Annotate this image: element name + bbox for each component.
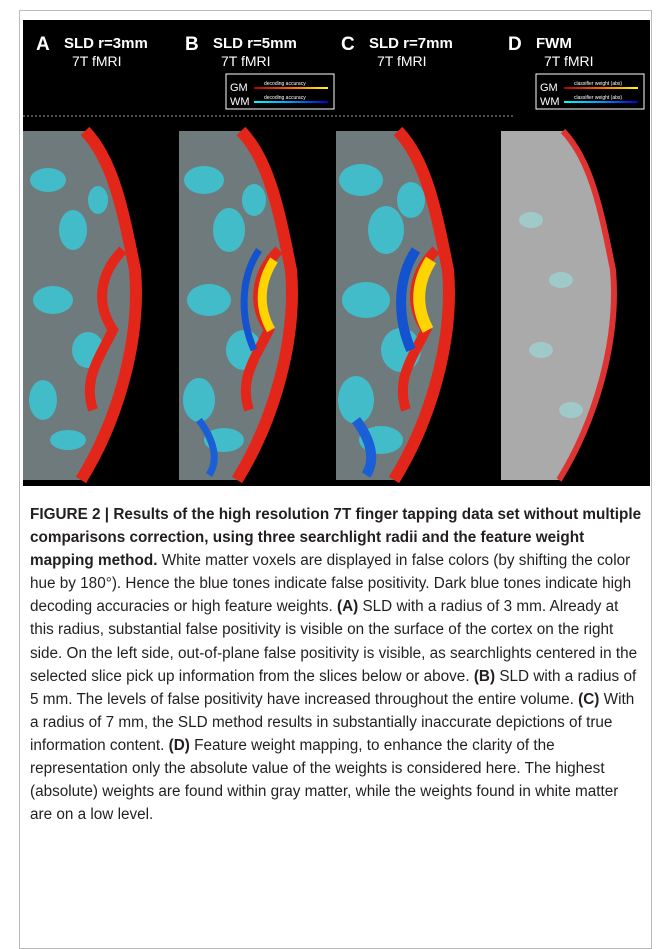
legend-bar — [254, 101, 328, 103]
wm-patch — [30, 168, 66, 192]
wm-patch — [33, 286, 73, 314]
legend-name: WM — [540, 96, 560, 108]
wm-patch — [339, 164, 383, 196]
wm-patch — [213, 208, 245, 252]
legend: GM classifier weight (abs) WM classifier we… — [536, 74, 644, 109]
legend-bar — [564, 101, 638, 103]
wm-patch — [519, 212, 543, 228]
panel-title: SLD r=5mm — [213, 35, 297, 52]
wm-patch — [368, 206, 404, 254]
wm-patch — [242, 184, 266, 216]
wm-patch — [529, 342, 553, 358]
wm-patch — [338, 376, 374, 424]
legend-bar — [254, 87, 328, 89]
wm-patch — [59, 210, 87, 250]
wm-patch — [187, 284, 231, 316]
wm-patch — [88, 186, 108, 214]
wm-patch — [397, 182, 425, 218]
panel-letter: B — [185, 34, 199, 55]
panel-title: SLD r=7mm — [369, 35, 453, 52]
wm-patch — [549, 272, 573, 288]
legend-bar — [564, 87, 638, 89]
legend-name: WM — [230, 96, 250, 108]
legend-name: GM — [230, 82, 248, 94]
wm-patch — [559, 402, 583, 418]
panel-title: FWM — [536, 35, 572, 52]
panel-subtitle: 7T fMRI — [72, 53, 122, 69]
panel-letter: A — [36, 34, 50, 55]
legend: GM decoding accuracy WM decoding accuracy — [226, 74, 334, 109]
panel-subtitle: 7T fMRI — [221, 53, 271, 69]
panel-title: SLD r=3mm — [64, 35, 148, 52]
legend-label: classifier weight (abs) — [574, 81, 622, 87]
caption: FIGURE 2 | Results of the high resolutio… — [30, 503, 642, 826]
panel-letter: C — [341, 34, 355, 55]
legend-name: GM — [540, 82, 558, 94]
wm-patch — [342, 282, 390, 318]
caption-item-label: (B) — [474, 668, 495, 685]
panel-subtitle: 7T fMRI — [377, 53, 427, 69]
legend-label: decoding accuracy — [264, 95, 306, 101]
legend-label: decoding accuracy — [264, 81, 306, 87]
panel-subtitle: 7T fMRI — [544, 53, 594, 69]
caption-item-label: (C) — [578, 691, 599, 708]
wm-patch — [29, 380, 57, 420]
panel-letter: D — [508, 34, 522, 55]
wm-patch — [50, 430, 86, 450]
wm-patch — [184, 166, 224, 194]
legend-label: classifier weight (abs) — [574, 95, 622, 101]
caption-item-label: (A) — [337, 598, 358, 615]
wm-patch — [183, 378, 215, 422]
caption-item-label: (D) — [169, 737, 190, 754]
